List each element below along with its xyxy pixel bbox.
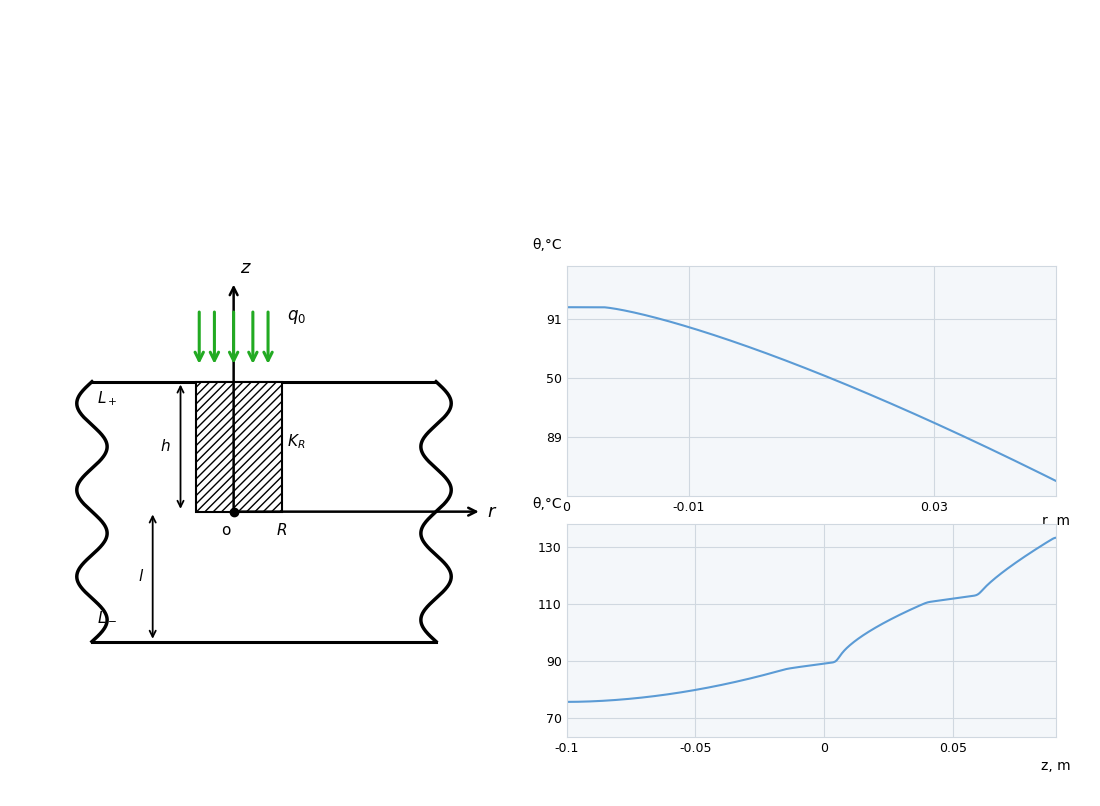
X-axis label: r, m: r, m <box>1042 514 1070 528</box>
Y-axis label: θ,°C: θ,°C <box>532 239 562 252</box>
Text: r: r <box>487 503 495 521</box>
Text: R: R <box>276 522 287 538</box>
Text: o: o <box>221 522 231 538</box>
Text: $q_0$: $q_0$ <box>287 308 306 326</box>
Text: $K_R$: $K_R$ <box>287 432 305 451</box>
Bar <box>196 382 282 512</box>
Text: $L_+$: $L_+$ <box>97 389 118 408</box>
X-axis label: z, m: z, m <box>1042 759 1070 773</box>
Y-axis label: θ,°C: θ,°C <box>532 497 562 511</box>
Text: $L_-$: $L_-$ <box>97 609 118 624</box>
Text: l: l <box>139 569 143 584</box>
Text: z: z <box>240 259 250 276</box>
Text: h: h <box>161 439 170 455</box>
